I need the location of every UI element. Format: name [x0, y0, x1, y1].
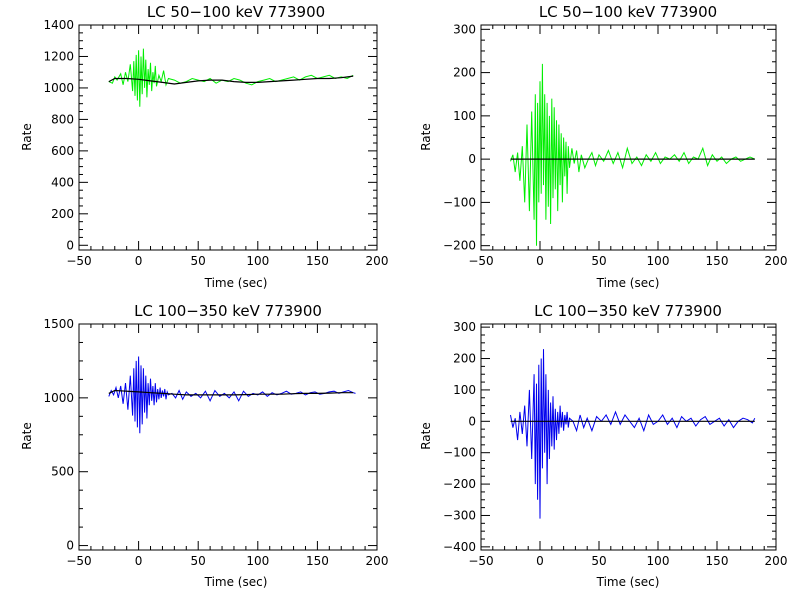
x-tick-label: 50 [191, 254, 206, 268]
chart-title: LC 100−350 keV 773900 [134, 302, 322, 320]
y-tick-label: 500 [51, 465, 74, 479]
y-tick-label: −200 [443, 239, 476, 253]
chart-title: LC 50−100 keV 773900 [147, 3, 325, 21]
x-tick-label: −50 [66, 554, 91, 568]
y-tick-label: 300 [453, 320, 476, 334]
light-curve-series [510, 63, 756, 246]
y-tick-label: 0 [468, 152, 476, 166]
panel-lc-50-100-residual: LC 50−100 keV 773900 Time (sec) Rate −50… [419, 3, 787, 290]
y-tick-label: 100 [453, 109, 476, 123]
y-tick-label: −200 [443, 477, 476, 491]
y-tick-label: 200 [453, 66, 476, 80]
chart-title: LC 50−100 keV 773900 [539, 3, 717, 21]
x-tick-label: 200 [765, 254, 788, 268]
x-tick-label: 50 [191, 554, 206, 568]
x-tick-label: 100 [246, 254, 269, 268]
x-tick-label: 200 [366, 254, 389, 268]
plot-frame [480, 24, 777, 251]
y-tick-label: 400 [51, 175, 74, 189]
y-tick-label: 200 [51, 207, 74, 221]
y-tick-label: 1000 [43, 391, 74, 405]
y-axis-label: Rate [20, 422, 34, 450]
x-tick-label: 200 [765, 554, 788, 568]
x-axis-label: Time (sec) [204, 575, 268, 589]
y-tick-label: 600 [51, 144, 74, 158]
x-tick-label: 100 [647, 254, 670, 268]
panel-lc-100-350-residual: LC 100−350 keV 773900 Time (sec) Rate −5… [419, 302, 787, 589]
y-tick-label: 300 [453, 22, 476, 36]
y-tick-label: −400 [443, 540, 476, 554]
y-tick-label: 100 [453, 383, 476, 397]
x-axis-label: Time (sec) [204, 276, 268, 290]
chart-title: LC 100−350 keV 773900 [534, 302, 722, 320]
x-tick-label: 0 [135, 554, 143, 568]
x-tick-label: 150 [706, 254, 729, 268]
y-axis-label: Rate [419, 123, 433, 151]
y-axis-label: Rate [20, 123, 34, 151]
y-tick-label: 800 [51, 112, 74, 126]
y-tick-label: 1500 [43, 317, 74, 331]
y-tick-label: 1000 [43, 81, 74, 95]
x-tick-label: 150 [706, 554, 729, 568]
x-axis-label: Time (sec) [596, 575, 660, 589]
y-tick-label: 0 [468, 414, 476, 428]
y-tick-label: 0 [66, 238, 74, 252]
plot-frame [78, 323, 378, 551]
light-curve-series [510, 349, 756, 519]
y-axis-label: Rate [419, 422, 433, 450]
y-tick-label: −300 [443, 508, 476, 522]
y-tick-label: −100 [443, 446, 476, 460]
x-tick-label: 50 [591, 554, 606, 568]
x-tick-label: 150 [306, 554, 329, 568]
background-fit-series [108, 75, 354, 85]
plot-frame [480, 323, 777, 551]
y-tick-label: 1400 [43, 18, 74, 32]
x-tick-label: −50 [66, 254, 91, 268]
y-tick-label: 0 [66, 539, 74, 553]
panel-lc-50-100-raw: LC 50−100 keV 773900 Time (sec) Rate −50… [20, 3, 388, 290]
x-tick-label: 150 [306, 254, 329, 268]
y-tick-label: 200 [453, 352, 476, 366]
y-tick-label: 1200 [43, 49, 74, 63]
x-tick-label: 0 [536, 554, 544, 568]
x-tick-label: −50 [468, 554, 493, 568]
x-axis-label: Time (sec) [596, 276, 660, 290]
y-tick-label: −100 [443, 195, 476, 209]
x-tick-label: 50 [591, 254, 606, 268]
panel-lc-100-350-raw: LC 100−350 keV 773900 Time (sec) Rate −5… [20, 302, 388, 589]
plot-frame [78, 24, 378, 251]
x-tick-label: 0 [135, 254, 143, 268]
x-tick-label: 0 [536, 254, 544, 268]
x-tick-label: −50 [468, 254, 493, 268]
background-fit-series [108, 389, 354, 396]
x-tick-label: 100 [647, 554, 670, 568]
x-tick-label: 100 [246, 554, 269, 568]
light-curve-series [108, 48, 354, 107]
x-tick-label: 200 [366, 554, 389, 568]
